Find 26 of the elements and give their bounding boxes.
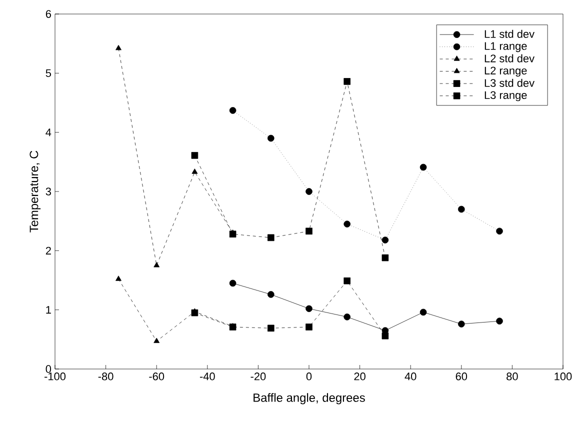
- y-tick-label: 0: [46, 365, 52, 373]
- legend-label: L3 range: [484, 91, 527, 102]
- legend-label: L1 range: [484, 42, 527, 52]
- y-axis-title: Temperature, C: [30, 150, 41, 232]
- x-tick-label: 60: [456, 372, 468, 380]
- x-tick-label: -100: [44, 372, 66, 380]
- legend-label: L2 range: [484, 66, 527, 77]
- y-tick-label: 4: [46, 128, 52, 136]
- x-tick-label: -20: [250, 372, 266, 380]
- legend-label: L1 std dev: [484, 30, 535, 38]
- y-tick-label: 2: [46, 246, 51, 254]
- y-tick-label: 3: [46, 188, 51, 196]
- x-tick-label: -40: [200, 372, 215, 380]
- x-tick-label: 100: [554, 372, 572, 380]
- x-tick-label: 40: [404, 372, 416, 380]
- x-tick-label: 0: [306, 372, 312, 380]
- y-tick-label: 6: [46, 10, 51, 18]
- x-tick-label: 20: [354, 372, 366, 380]
- legend-label: L3 std dev: [484, 78, 535, 87]
- y-tick-label: 1: [46, 306, 51, 314]
- x-tick-label: -60: [149, 372, 164, 380]
- legend-label: L2 std dev: [484, 54, 535, 62]
- x-tick-label: -80: [98, 372, 114, 380]
- x-tick-label: 80: [506, 372, 518, 380]
- y-tick-label: 5: [46, 69, 52, 77]
- x-axis-title: Baffle angle, degrees: [254, 393, 365, 404]
